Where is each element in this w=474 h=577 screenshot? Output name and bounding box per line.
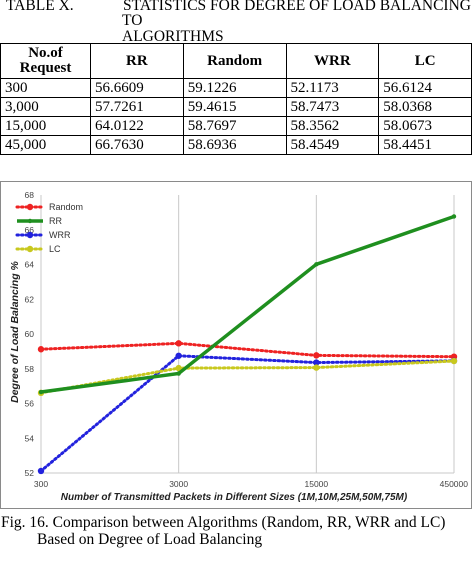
table-cell: 15,000	[0, 116, 91, 136]
table-cell: 58.6936	[182, 135, 287, 155]
table-title-line2: TO ALGORITHMS	[122, 12, 224, 45]
x-tick-label: 450000	[440, 479, 469, 489]
chart-series	[37, 214, 458, 475]
table-row: 45,000 66.7630 58.6936 58.4549 58.4451	[0, 135, 472, 155]
data-point-rr	[314, 262, 319, 267]
data-point-wrr	[313, 359, 320, 366]
chart-legend: Random RR WRR LC	[15, 202, 83, 254]
data-point-lc	[175, 364, 182, 372]
x-tick-label: 15000	[305, 479, 329, 489]
table-row: 15,000 64.0122 58.7697 58.3562 58.0673	[0, 116, 472, 136]
table-cell: 58.7697	[182, 116, 287, 136]
legend-label-lc: LC	[49, 244, 61, 254]
y-tick-label: 52	[25, 468, 35, 478]
table-header-row: No.of Request RR Random WRR LC	[0, 43, 472, 79]
table-cell: 56.6609	[90, 78, 184, 98]
table-cell: 45,000	[0, 135, 91, 155]
table-caption: TABLE X. STATISTICS FOR DEGREE OF LOAD B…	[4, 0, 471, 45]
y-tick-label: 60	[25, 329, 35, 339]
table-cell: 58.0368	[378, 97, 472, 117]
table-cell: 64.0122	[90, 116, 184, 136]
legend-marker	[26, 245, 34, 253]
data-point-rr	[176, 371, 181, 376]
data-point-wrr	[37, 467, 45, 475]
table-cell: 58.0673	[378, 116, 472, 136]
data-point-lc	[450, 357, 458, 365]
chart-frame: 52 54 56 58 60 62 64 66 68 300 3000 15000 450000 Ran…	[0, 181, 472, 509]
x-tick-label: 300	[34, 479, 48, 489]
table-row: 3,000 57.7261 59.4615 58.7473 58.0368	[0, 97, 472, 117]
data-point-random	[175, 340, 182, 347]
table-cell: 56.6124	[378, 78, 472, 98]
y-tick-label: 54	[25, 433, 35, 443]
table-cell: 66.7630	[90, 135, 184, 155]
y-tick-label: 58	[25, 364, 35, 374]
y-axis-label: Degree of Load Balancing %	[9, 260, 21, 402]
table-cell: 57.7261	[90, 97, 184, 117]
header-lc: LC	[378, 43, 472, 79]
table-cell: 3,000	[0, 97, 91, 117]
data-point-rr	[451, 214, 457, 219]
series-line-lc	[39, 359, 456, 395]
y-tick-label: 66	[25, 225, 35, 235]
series-line-random	[39, 341, 456, 359]
y-tick-label: 62	[25, 294, 35, 304]
figure-caption-line1: Fig. 16. Comparison between Algorithms (…	[1, 514, 446, 531]
table-cell: 58.4549	[285, 135, 380, 155]
table-row: 300 56.6609 59.1226 52.1173 56.6124	[0, 78, 472, 98]
y-tick-label: 64	[25, 260, 35, 270]
statistics-table: No.of Request RR Random WRR LC 300 56.66…	[0, 43, 472, 155]
legend-label-random: Random	[49, 202, 83, 212]
header-requests: No.of Request	[0, 43, 91, 79]
chart-grid	[40, 195, 455, 474]
table-cell: 300	[0, 78, 91, 98]
x-axis-label: Number of Transmitted Packets in Differe…	[61, 492, 408, 503]
figure-caption: Fig. 16. Comparison between Algorithms (…	[1, 514, 473, 548]
figure-caption-line2: Based on Degree of Load Balancing	[37, 531, 263, 548]
header-wrr: WRR	[285, 43, 380, 79]
data-point-random	[37, 346, 45, 353]
x-tick-label: 3000	[169, 479, 188, 489]
data-point-rr	[38, 389, 44, 395]
data-point-wrr	[175, 352, 182, 359]
legend-label-rr: RR	[49, 216, 62, 226]
legend-label-wrr: WRR	[49, 230, 71, 240]
table-number: TABLE X.	[6, 0, 74, 14]
series-line-wrr	[39, 354, 456, 473]
load-balancing-chart: 52 54 56 58 60 62 64 66 68 300 3000 15000 450000 Ran…	[9, 190, 469, 503]
table-cell: 58.3562	[285, 116, 380, 136]
table-cell: 59.4615	[182, 97, 287, 117]
table-cell: 58.7473	[285, 97, 380, 117]
legend-marker	[26, 231, 34, 239]
y-tick-label: 56	[25, 399, 35, 409]
table-cell: 58.4451	[378, 135, 472, 155]
table-title: STATISTICS FOR DEGREE OF LOAD BALANCING	[123, 0, 471, 14]
header-random: Random	[182, 43, 287, 79]
chart-ticks: 52 54 56 58 60 62 64 66 68 300 3000 15000 450000	[25, 190, 469, 489]
series-line-rr	[40, 214, 455, 394]
legend-marker	[26, 203, 34, 211]
table-cell: 52.1173	[285, 78, 380, 98]
y-tick-label: 68	[25, 190, 35, 200]
header-rr: RR	[90, 43, 184, 79]
data-point-lc	[313, 364, 320, 371]
table-cell: 59.1226	[182, 78, 287, 98]
data-point-random	[313, 352, 320, 359]
legend-marker	[27, 218, 33, 224]
